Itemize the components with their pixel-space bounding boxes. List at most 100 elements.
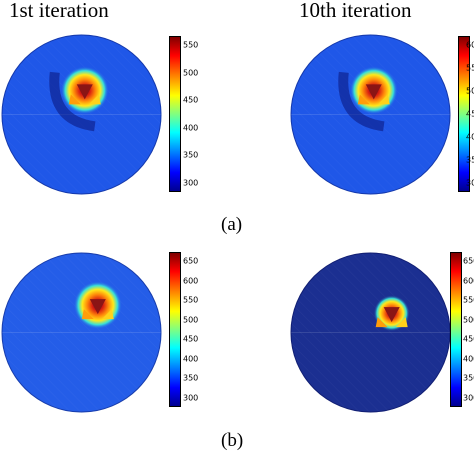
mesh-line: [290, 252, 411, 413]
colorbar-ticks-a-10th: 60C 55C 50C 45C 40C 35C 30C: [466, 36, 474, 192]
disc-outline: [1, 252, 162, 413]
colorbar-tick-label: 40C: [466, 132, 474, 142]
hotspot-facet: [357, 94, 370, 105]
mesh-line: [1, 34, 112, 195]
colorbar-b-10th: [450, 252, 462, 407]
mesh-line: [41, 252, 162, 413]
reconstruction-disc-b-10th: [290, 252, 451, 413]
colorbar-tick-label: 400: [183, 354, 199, 364]
mesh-line: [290, 252, 401, 413]
mesh-line: [1, 34, 122, 195]
mesh-line: [320, 252, 451, 413]
colorbar-tick-label: 350: [183, 373, 199, 383]
mesh-line: [290, 34, 371, 195]
disc-fill: [1, 252, 162, 413]
disc-background: [290, 252, 451, 413]
disc-background: [290, 34, 451, 195]
header-10th-iteration: 10th iteration: [299, 0, 412, 22]
mesh-line: [31, 34, 162, 195]
mesh-line: [290, 252, 451, 413]
mesh-line: [340, 34, 451, 195]
mesh-line: [1, 252, 162, 413]
mesh-line: [1, 34, 62, 195]
colorbar-tick-label: 300: [183, 393, 199, 403]
mesh-line: [1, 34, 132, 195]
mesh-line: [290, 34, 381, 195]
mesh-line: [101, 34, 162, 195]
colorbar-tick-label: 450: [183, 334, 199, 344]
colorbar-ticks-b-1st: 650 600 550 500 450 400 350 300: [183, 252, 207, 407]
mesh-line: [350, 252, 451, 413]
mesh-line: [71, 252, 162, 413]
mesh-line: [360, 252, 451, 413]
sublabel-a: (a): [221, 214, 243, 235]
mesh-line: [370, 34, 451, 195]
colorbar-tick-label: 400: [183, 123, 199, 133]
mesh-line: [360, 34, 451, 195]
mesh-line: [1, 34, 92, 195]
colorbar-a-1st: [169, 36, 181, 192]
mesh-line: [1, 34, 102, 195]
colorbar-b-1st: [169, 252, 181, 407]
hotspot-core: [76, 84, 93, 100]
colorbar-ticks-b-10th: 650 600 550 500 450 400 350 300: [463, 252, 474, 407]
mesh-line: [390, 252, 451, 413]
shadow-arc: [49, 71, 96, 132]
mesh-line: [1, 252, 62, 413]
reconstruction-disc-a-1st: [1, 34, 162, 195]
colorbar-tick-label: 550: [463, 295, 474, 305]
hotspot-core: [89, 299, 106, 315]
mesh-line: [1, 34, 82, 195]
mesh-line: [290, 252, 351, 413]
mesh-line: [290, 252, 371, 413]
colorbar-tick-label: 60C: [466, 40, 474, 50]
colorbar-tick-label: 350: [463, 373, 474, 383]
hotspot-core: [365, 84, 382, 100]
hotspot-facet: [101, 309, 114, 320]
colorbar-tick-label: 450: [183, 95, 199, 105]
mesh-line: [91, 34, 162, 195]
mesh-line: [290, 252, 391, 413]
colorbar-tick-label: 300: [183, 178, 199, 188]
colorbar-tick-label: 55C: [466, 63, 474, 73]
mesh-line: [1, 252, 122, 413]
colorbar-tick-label: 600: [183, 276, 199, 286]
mesh-line: [71, 34, 162, 195]
colorbar-tick-label: 450: [463, 334, 474, 344]
mesh-line: [370, 252, 451, 413]
mesh-line: [51, 252, 162, 413]
mesh-line: [320, 34, 451, 195]
mesh-line: [290, 34, 361, 195]
colorbar-tick-label: 300: [463, 393, 474, 403]
mesh-line: [1, 34, 72, 195]
header-1st-iteration: 1st iteration: [9, 0, 109, 22]
mesh-line: [330, 34, 451, 195]
colorbar-tick-label: 550: [183, 40, 199, 50]
mesh-line: [1, 252, 102, 413]
disc-fill: [1, 34, 162, 195]
hotspot-facet: [81, 309, 94, 320]
mesh-line: [390, 34, 451, 195]
colorbar-tick-label: 400: [463, 354, 474, 364]
colorbar-tick-label: 45C: [466, 109, 474, 119]
reconstruction-disc-a-10th: [290, 34, 451, 195]
colorbar-ticks-a-1st: 550 500 450 400 350 300: [183, 36, 207, 192]
mesh-line: [290, 34, 451, 195]
colorbar-tick-label: 600: [463, 276, 474, 286]
mesh-line: [290, 252, 421, 413]
mesh-line: [350, 34, 451, 195]
mesh-line: [81, 252, 162, 413]
reconstruction-disc-b-1st: [1, 252, 162, 413]
mesh-line: [41, 34, 162, 195]
disc-outline: [290, 34, 451, 195]
mesh-line: [380, 252, 451, 413]
mesh-line: [290, 34, 351, 195]
mesh-line: [81, 34, 162, 195]
disc-background: [1, 252, 162, 413]
colorbar-tick-label: 500: [183, 315, 199, 325]
mesh-line: [340, 252, 451, 413]
mesh-line: [61, 34, 162, 195]
mesh-line: [290, 252, 361, 413]
sublabel-b: (b): [221, 430, 244, 451]
colorbar-tick-label: 650: [183, 256, 199, 266]
